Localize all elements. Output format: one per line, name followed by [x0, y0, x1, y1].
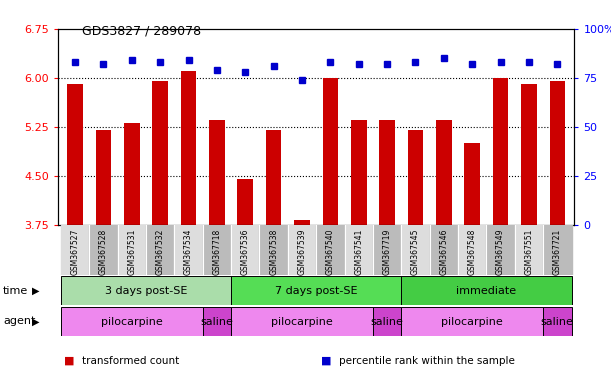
Text: GSM367548: GSM367548: [467, 228, 477, 275]
Bar: [323, 78, 338, 225]
Text: pilocarpine: pilocarpine: [101, 316, 163, 327]
Text: saline: saline: [200, 316, 233, 327]
Bar: [209, 120, 225, 225]
Bar: [464, 143, 480, 225]
Bar: [203, 225, 231, 275]
Bar: [493, 78, 508, 225]
Bar: [117, 225, 146, 275]
Bar: [67, 84, 83, 225]
Bar: [231, 225, 260, 275]
Bar: [486, 225, 514, 275]
Bar: [174, 225, 203, 275]
Text: saline: saline: [541, 316, 574, 327]
Text: GSM367721: GSM367721: [553, 228, 562, 275]
Text: GSM367531: GSM367531: [127, 228, 136, 275]
Text: GSM367540: GSM367540: [326, 228, 335, 275]
Text: GDS3827 / 289078: GDS3827 / 289078: [82, 25, 202, 38]
Bar: [458, 225, 486, 275]
Text: GSM367528: GSM367528: [99, 228, 108, 275]
Text: GSM367719: GSM367719: [382, 228, 392, 275]
Bar: [89, 225, 117, 275]
Text: transformed count: transformed count: [82, 356, 180, 366]
Bar: [373, 307, 401, 336]
Bar: [543, 307, 571, 336]
Text: percentile rank within the sample: percentile rank within the sample: [339, 356, 515, 366]
Text: GSM367545: GSM367545: [411, 228, 420, 275]
Bar: [316, 225, 345, 275]
Text: GSM367549: GSM367549: [496, 228, 505, 275]
Text: pilocarpine: pilocarpine: [441, 316, 503, 327]
Bar: [266, 130, 282, 225]
Text: GSM367551: GSM367551: [524, 228, 533, 275]
Bar: [543, 225, 571, 275]
Text: saline: saline: [371, 316, 403, 327]
Bar: [61, 276, 231, 305]
Text: ■: ■: [64, 356, 75, 366]
Text: GSM367527: GSM367527: [70, 228, 79, 275]
Text: 7 days post-SE: 7 days post-SE: [275, 286, 357, 296]
Text: GSM367536: GSM367536: [241, 228, 250, 275]
Text: GSM367532: GSM367532: [156, 228, 165, 275]
Bar: [231, 276, 401, 305]
Bar: [288, 225, 316, 275]
Text: time: time: [3, 286, 28, 296]
Text: agent: agent: [3, 316, 35, 326]
Bar: [351, 120, 367, 225]
Text: ■: ■: [321, 356, 331, 366]
Bar: [408, 130, 423, 225]
Bar: [181, 71, 196, 225]
Bar: [436, 120, 452, 225]
Bar: [124, 124, 139, 225]
Text: GSM367534: GSM367534: [184, 228, 193, 275]
Text: ▶: ▶: [32, 316, 39, 326]
Bar: [549, 81, 565, 225]
Bar: [401, 225, 430, 275]
Bar: [238, 179, 253, 225]
Bar: [61, 225, 89, 275]
Bar: [203, 307, 231, 336]
Bar: [521, 84, 536, 225]
Bar: [514, 225, 543, 275]
Bar: [260, 225, 288, 275]
Bar: [96, 130, 111, 225]
Bar: [295, 220, 310, 225]
Text: GSM367539: GSM367539: [298, 228, 307, 275]
Text: GSM367541: GSM367541: [354, 228, 364, 275]
Bar: [345, 225, 373, 275]
Bar: [401, 276, 571, 305]
Bar: [146, 225, 174, 275]
Bar: [152, 81, 168, 225]
Text: immediate: immediate: [456, 286, 516, 296]
Text: GSM367538: GSM367538: [269, 228, 278, 275]
Text: ▶: ▶: [32, 286, 39, 296]
Bar: [373, 225, 401, 275]
Bar: [61, 307, 203, 336]
Bar: [401, 307, 543, 336]
Text: GSM367718: GSM367718: [213, 228, 221, 275]
Bar: [430, 225, 458, 275]
Text: pilocarpine: pilocarpine: [271, 316, 333, 327]
Bar: [231, 307, 373, 336]
Text: 3 days post-SE: 3 days post-SE: [105, 286, 187, 296]
Text: GSM367546: GSM367546: [439, 228, 448, 275]
Bar: [379, 120, 395, 225]
